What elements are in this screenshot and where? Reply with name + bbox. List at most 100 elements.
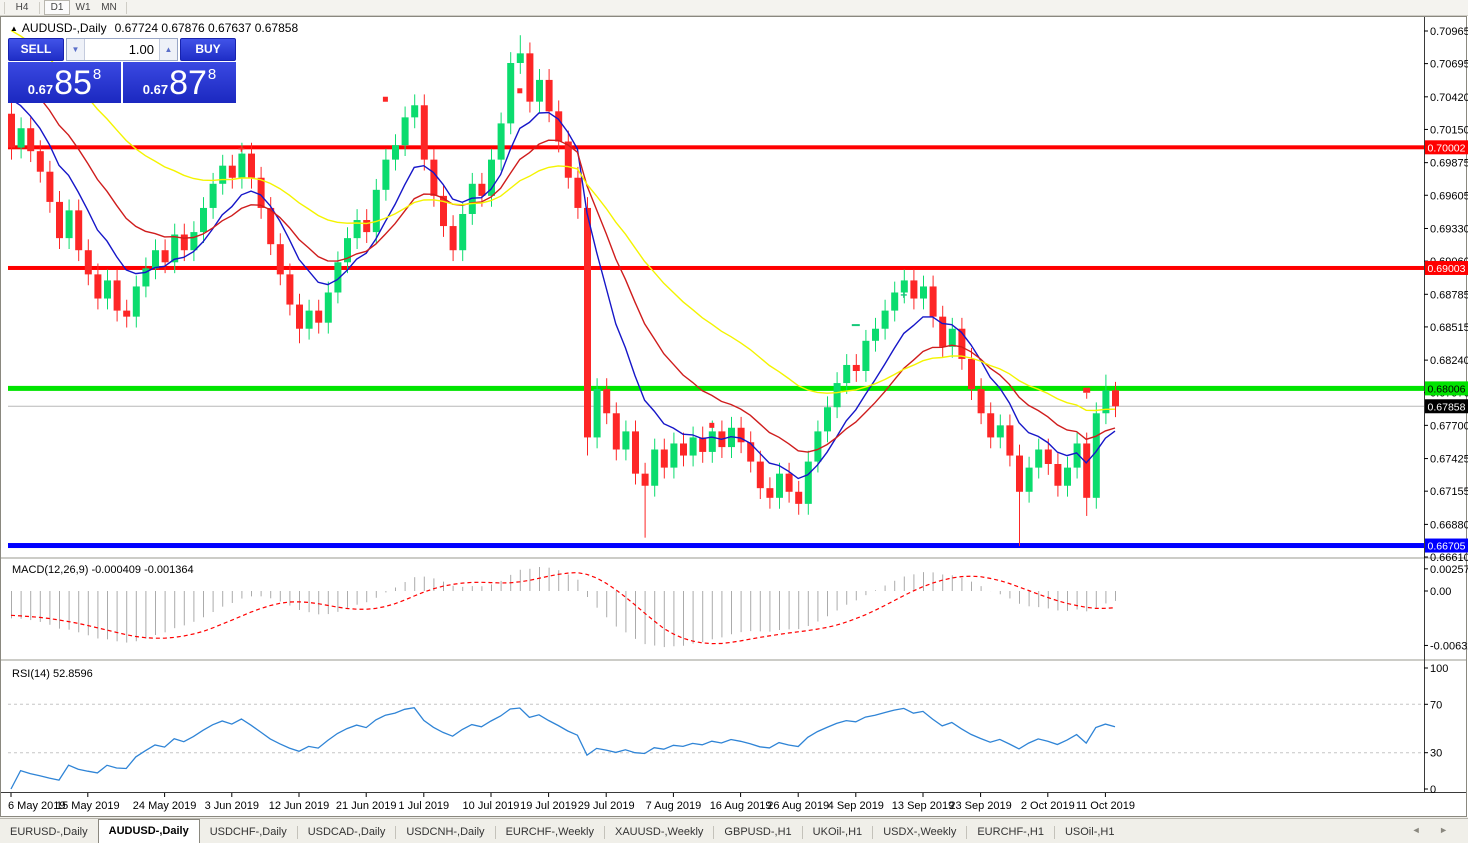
candle-body xyxy=(17,128,25,148)
candle-body xyxy=(612,413,620,450)
chart-tab-ukoil-h1[interactable]: UKOil-,H1 xyxy=(812,826,863,838)
current-price-badge xyxy=(1425,399,1468,414)
chart-tab-xauusd-weekly[interactable]: XAUUSD-,Weekly xyxy=(614,826,704,838)
chart-tab-eurchf-weekly[interactable]: EURCHF-,Weekly xyxy=(505,826,594,838)
timeframe-toolbar: H4 D1 W1 MN xyxy=(0,0,1468,16)
candle-body xyxy=(113,280,121,311)
candle-body xyxy=(756,461,764,489)
candle-body xyxy=(977,389,985,414)
horizontal-level-line-0.69003[interactable] xyxy=(8,265,1424,270)
price-tick-label: 0.68785 xyxy=(1430,289,1468,301)
candle-body xyxy=(1016,455,1023,492)
date-tick-label: 15 May 2019 xyxy=(56,800,120,812)
buy-price-box[interactable]: 0.67 87 8 xyxy=(123,62,236,103)
macd-layer xyxy=(10,567,1116,648)
tab-separator xyxy=(494,826,496,839)
candle-body xyxy=(958,328,966,359)
candle-body xyxy=(593,389,601,438)
chart-tab-usdx-weekly[interactable]: USDX-,Weekly xyxy=(883,826,957,838)
volume-increase-button[interactable]: ▲ xyxy=(159,39,177,60)
price-tick-label: 0.68515 xyxy=(1430,322,1468,334)
candle-body xyxy=(1044,449,1052,464)
chart-window-background xyxy=(0,16,1468,817)
candle-body xyxy=(1054,463,1062,486)
candle-body xyxy=(132,286,140,317)
ma-slow-yellow xyxy=(10,29,1116,412)
date-tick-label: 11 Oct 2019 xyxy=(1076,800,1135,812)
chart-tab-eurusd-daily[interactable]: EURUSD-,Daily xyxy=(10,826,88,838)
candle-body xyxy=(200,207,207,233)
candle-body xyxy=(795,491,803,504)
horizontal-level-line-0.66705[interactable] xyxy=(8,543,1424,549)
candle-body xyxy=(737,427,745,443)
volume-input[interactable]: 1.00 xyxy=(128,42,154,57)
candle-body xyxy=(75,210,83,251)
price-tick-label: 0.67700 xyxy=(1430,420,1468,432)
candle-body xyxy=(65,210,73,239)
chart-tab-bar: EURUSD-,Daily AUDUSD-,Daily USDCHF-,Daily U… xyxy=(0,818,1468,843)
collapse-triangle-icon[interactable]: ▲ xyxy=(10,24,18,33)
chart-title: ▲ AUDUSD-,Daily 0.67724 0.67876 0.67637 0.… xyxy=(10,21,298,35)
buy-price-big: 87 xyxy=(169,63,207,102)
price-tick-label: 0.70420 xyxy=(1430,92,1468,104)
chart-tab-usdchf-daily[interactable]: USDCHF-,Daily xyxy=(209,826,287,838)
chart-tab-audusd-daily[interactable]: AUDUSD-,Daily xyxy=(97,819,200,843)
candle-body xyxy=(1112,390,1119,407)
level-badge xyxy=(1425,140,1468,155)
candle-body xyxy=(766,488,774,498)
timeframe-button-h4[interactable]: H4 xyxy=(15,2,29,13)
candle-body xyxy=(497,123,505,160)
trade-marker-square xyxy=(709,422,715,428)
sell-button[interactable]: SELL xyxy=(8,38,64,61)
candle-body xyxy=(392,145,399,160)
chart-tab-gbpusd-h1[interactable]: GBPUSD-,H1 xyxy=(724,826,792,838)
volume-decrease-button[interactable]: ▼ xyxy=(67,39,85,60)
chart-tab-usdcad-daily[interactable]: USDCAD-,Daily xyxy=(307,826,386,838)
candle-body xyxy=(545,79,553,112)
candle-body xyxy=(478,183,486,196)
date-tick-label: 23 Sep 2019 xyxy=(949,800,1011,812)
chart-tab-eurchf-h1[interactable]: EURCHF-,H1 xyxy=(977,826,1044,838)
chart-tab-usoil-h1[interactable]: USOil-,H1 xyxy=(1064,826,1115,838)
candle-body xyxy=(209,183,217,208)
level-badge xyxy=(1425,381,1468,396)
price-tick-label: 0.70695 xyxy=(1430,59,1468,71)
candle-body xyxy=(651,449,659,486)
date-tick-label: 12 Jun 2019 xyxy=(269,800,330,812)
candle-body xyxy=(939,316,947,347)
date-tick-label: 21 Jun 2019 xyxy=(336,800,397,812)
date-tick-label: 10 Jul 2019 xyxy=(463,800,520,812)
date-tick-label: 19 Jul 2019 xyxy=(520,800,577,812)
timeframe-button-w1[interactable]: W1 xyxy=(75,2,91,13)
candle-body xyxy=(680,443,687,456)
macd-label: MACD(12,26,9) -0.000409 -0.001364 xyxy=(12,564,194,576)
candle-body xyxy=(36,151,44,172)
candle-body xyxy=(708,431,716,452)
candle-body xyxy=(948,328,956,347)
toolbar-separator xyxy=(126,1,127,14)
candle-body xyxy=(1092,413,1100,498)
trade-marker-dash xyxy=(851,324,860,327)
candle-body xyxy=(1064,467,1071,486)
toolbar-separator xyxy=(39,1,40,14)
timeframe-button-d1[interactable]: D1 xyxy=(44,0,70,15)
candle-body xyxy=(555,111,563,142)
candle-body xyxy=(276,244,284,275)
sell-price-box[interactable]: 0.67 85 8 xyxy=(8,62,121,103)
tab-separator xyxy=(713,826,715,839)
candle-body xyxy=(814,431,822,462)
level-badge xyxy=(1425,260,1468,275)
chart-tab-usdcnh-daily[interactable]: USDCNH-,Daily xyxy=(406,826,485,838)
macd-tick-label: 0.00 xyxy=(1430,586,1451,598)
price-tick-label: 0.69330 xyxy=(1430,223,1468,235)
horizontal-level-line-0.68006[interactable] xyxy=(8,385,1424,391)
tab-scroll-arrows[interactable]: ◄ ► xyxy=(1411,825,1456,835)
date-tick-label: 6 May 2019 xyxy=(8,800,65,812)
date-tick-label: 3 Jun 2019 xyxy=(205,800,259,812)
buy-button[interactable]: BUY xyxy=(180,38,236,61)
candle-body xyxy=(1102,390,1110,414)
candle-body xyxy=(286,274,294,305)
horizontal-level-line-0.70002[interactable] xyxy=(8,145,1424,150)
timeframe-button-mn[interactable]: MN xyxy=(101,2,117,13)
